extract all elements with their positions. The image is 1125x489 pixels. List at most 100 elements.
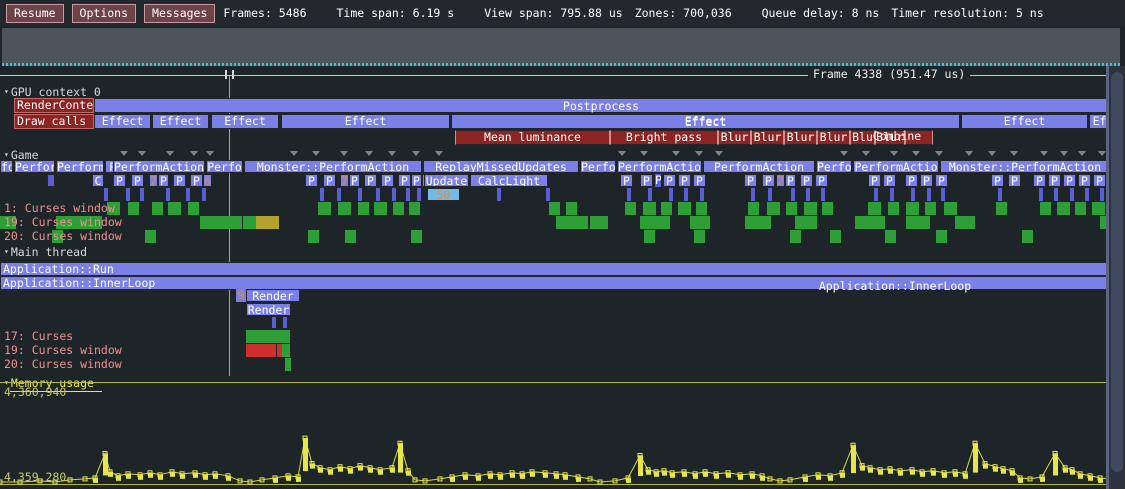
thread-activity-bar[interactable] (1057, 202, 1070, 215)
game-zone[interactable]: P (411, 174, 422, 187)
game-zone[interactable]: 6 (203, 174, 212, 187)
thread-activity-bar[interactable] (690, 216, 710, 229)
game-zone[interactable]: P (800, 174, 813, 187)
vertical-scrollbar[interactable] (1109, 66, 1125, 489)
game-zone[interactable] (202, 188, 206, 201)
gpu-zone[interactable] (905, 130, 933, 145)
thread-activity-bar[interactable] (855, 216, 885, 229)
thread-activity-bar[interactable] (409, 202, 420, 215)
game-zone[interactable] (546, 188, 550, 201)
thread-activity-bar[interactable] (694, 230, 705, 243)
game-zone[interactable] (1070, 188, 1074, 201)
thread-activity-bar[interactable] (996, 202, 1007, 215)
thread-activity-bar[interactable] (566, 202, 577, 215)
game-zone[interactable]: P (935, 174, 948, 187)
gpu-zone[interactable]: Mean luminance (455, 130, 610, 145)
messages-button[interactable]: Messages (144, 3, 216, 23)
thread-row-label[interactable]: 19: Curses window (4, 215, 122, 229)
game-zone[interactable] (358, 188, 362, 201)
game-zone[interactable] (1039, 188, 1043, 201)
thread-activity-bar[interactable] (338, 202, 351, 215)
thread-activity-bar[interactable] (188, 202, 199, 215)
game-zone[interactable]: Perform (56, 160, 104, 173)
thread-activity-bar[interactable] (411, 230, 422, 243)
game-zone[interactable]: P (1063, 174, 1076, 187)
gpu-zone[interactable]: Effect (152, 114, 209, 129)
gpu-zone[interactable]: Effect (94, 114, 151, 129)
gpu-zone[interactable]: Draw calls (14, 114, 94, 129)
thread-row-label[interactable]: 17: Curses (4, 329, 74, 343)
game-zone[interactable]: P (113, 174, 126, 187)
thread-activity-bar[interactable] (795, 216, 817, 229)
game-zone[interactable]: P (305, 174, 318, 187)
thread-activity-bar[interactable] (696, 202, 707, 215)
thread-activity-bar[interactable] (888, 202, 899, 215)
gpu-zone[interactable]: Blur (718, 130, 751, 145)
game-zone[interactable]: P (398, 174, 411, 187)
game-zone[interactable] (376, 188, 380, 201)
game-zone[interactable]: 7 (776, 174, 785, 187)
game-zone[interactable]: P (785, 174, 796, 187)
thread-activity-bar[interactable] (1075, 202, 1086, 215)
options-button[interactable]: Options (71, 3, 137, 23)
thread-activity-bar[interactable] (745, 216, 771, 229)
game-zone[interactable] (166, 188, 170, 201)
game-zone[interactable]: CalcLight (470, 174, 548, 187)
game-zone[interactable]: 50 (427, 188, 460, 201)
game-zone[interactable]: P (640, 174, 653, 187)
gpu-zone[interactable]: Effect (211, 114, 279, 129)
game-zone[interactable]: P (991, 174, 1004, 187)
timeline-view[interactable]: Frame 4338 (951.47 us) ▾ GPU context 0 Re… (0, 66, 1125, 489)
game-zone[interactable]: P (349, 174, 360, 187)
thread-activity-bar[interactable] (549, 202, 560, 215)
thread-activity-bar[interactable] (767, 202, 780, 215)
thread-activity-bar[interactable] (925, 202, 936, 215)
memory-usage-plot[interactable] (0, 66, 1110, 489)
thread-activity-bar[interactable] (590, 216, 608, 229)
thread-activity-bar[interactable] (393, 202, 404, 215)
game-zone[interactable]: P (905, 174, 918, 187)
game-zone[interactable] (669, 188, 673, 201)
game-zone[interactable]: C (92, 174, 104, 187)
game-zone[interactable]: PerformAction (113, 160, 205, 173)
game-zone[interactable] (140, 188, 144, 201)
game-zone[interactable]: P (131, 174, 144, 187)
thread-activity-bar[interactable] (318, 202, 331, 215)
thread-activity-bar[interactable] (556, 216, 588, 229)
thread-activity-bar[interactable] (256, 216, 279, 229)
thread-activity-bar[interactable] (625, 202, 636, 215)
game-zone[interactable]: P (323, 174, 336, 187)
game-zone[interactable] (911, 188, 915, 201)
gpu-zone[interactable]: Blu (850, 130, 875, 145)
thread-activity-bar[interactable] (345, 230, 356, 243)
gpu-zone[interactable]: Effect (281, 114, 450, 129)
main-zone[interactable]: Application::InnerLoop (0, 276, 1110, 290)
thread-row-label[interactable]: 20: Curses window (4, 357, 122, 371)
thread-activity-bar[interactable] (308, 230, 319, 243)
game-zone[interactable]: P (1093, 174, 1106, 187)
main-zone-render[interactable]: Render (246, 289, 300, 302)
main-zone[interactable]: Application::Run (0, 262, 1110, 276)
gpu-zone[interactable]: Effect (451, 114, 960, 129)
gpu-zone[interactable]: Bright pass (610, 130, 718, 145)
game-zone[interactable]: Perfo (816, 160, 852, 173)
game-zone[interactable] (806, 188, 810, 201)
game-zone[interactable] (998, 188, 1002, 201)
game-zone[interactable]: P (158, 174, 169, 187)
gpu-zone[interactable]: Blur (817, 130, 850, 145)
thread-row-label[interactable]: 1: Curses window (4, 201, 115, 215)
game-zone[interactable]: 7 (340, 174, 349, 187)
thread-activity-bar[interactable] (152, 202, 163, 215)
game-zone[interactable] (104, 188, 108, 201)
thread-activity-bar[interactable] (936, 230, 947, 243)
game-zone[interactable]: P (762, 174, 775, 187)
thread-activity-bar[interactable] (644, 230, 655, 243)
group-header-game[interactable]: ▾ Game (4, 149, 39, 162)
game-zone[interactable] (1054, 188, 1058, 201)
game-zone[interactable] (1100, 188, 1104, 201)
game-zone[interactable] (874, 188, 878, 201)
game-zone[interactable] (417, 188, 421, 201)
game-zone[interactable]: PerformActio (853, 160, 939, 173)
game-zone[interactable] (768, 188, 772, 201)
thread-activity-bar[interactable] (246, 330, 290, 343)
